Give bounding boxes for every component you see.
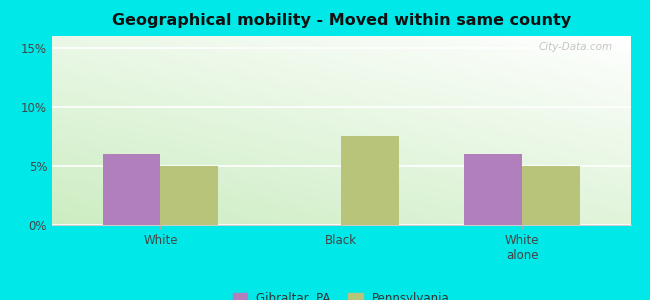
Bar (103, 154, 161, 225)
Bar (341, 136, 399, 225)
Title: Geographical mobility - Moved within same county: Geographical mobility - Moved within sam… (112, 13, 571, 28)
Text: City-Data.com: City-Data.com (539, 42, 613, 52)
Legend: Gibraltar, PA, Pennsylvania: Gibraltar, PA, Pennsylvania (228, 288, 454, 300)
Bar (464, 154, 522, 225)
Bar (522, 166, 580, 225)
Bar (161, 166, 218, 225)
